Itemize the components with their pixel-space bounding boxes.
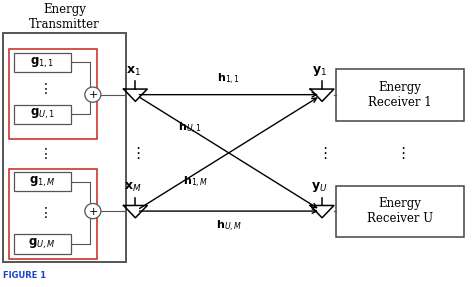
FancyBboxPatch shape	[14, 53, 71, 72]
Text: $\mathbf{h}_{U,M}$: $\mathbf{h}_{U,M}$	[216, 219, 242, 234]
Text: $\mathbf{g}_{U,M}$: $\mathbf{g}_{U,M}$	[28, 237, 56, 251]
FancyBboxPatch shape	[9, 169, 97, 259]
Text: $+$: $+$	[88, 205, 98, 217]
FancyBboxPatch shape	[9, 49, 97, 139]
Text: $\vdots$: $\vdots$	[37, 205, 47, 220]
Text: FIGURE 1: FIGURE 1	[3, 271, 46, 280]
Text: $\mathbf{g}_{U,1}$: $\mathbf{g}_{U,1}$	[30, 107, 55, 121]
Text: $\mathbf{x}_1$: $\mathbf{x}_1$	[126, 65, 140, 78]
Text: $\mathbf{y}_U$: $\mathbf{y}_U$	[311, 180, 328, 194]
FancyBboxPatch shape	[3, 33, 126, 262]
Text: $\mathbf{h}_{1,1}$: $\mathbf{h}_{1,1}$	[217, 71, 240, 87]
Text: $\mathbf{y}_1$: $\mathbf{y}_1$	[312, 64, 327, 78]
Text: $\mathbf{x}_M$: $\mathbf{x}_M$	[124, 181, 142, 194]
FancyBboxPatch shape	[14, 234, 71, 254]
Text: $\mathbf{g}_{1,1}$: $\mathbf{g}_{1,1}$	[30, 55, 55, 69]
FancyBboxPatch shape	[336, 186, 464, 237]
Text: $\vdots$: $\vdots$	[317, 145, 327, 161]
Circle shape	[85, 203, 101, 219]
Text: $\vdots$: $\vdots$	[37, 146, 47, 161]
Text: $\vdots$: $\vdots$	[37, 81, 47, 96]
Circle shape	[85, 87, 101, 102]
Text: $\vdots$: $\vdots$	[130, 145, 141, 161]
Text: $\vdots$: $\vdots$	[395, 145, 405, 161]
FancyBboxPatch shape	[336, 69, 464, 121]
FancyBboxPatch shape	[14, 172, 71, 191]
Text: Energy
Transmitter: Energy Transmitter	[29, 3, 100, 31]
Text: $+$: $+$	[88, 89, 98, 100]
Text: $\mathbf{h}_{1,M}$: $\mathbf{h}_{1,M}$	[182, 174, 208, 189]
Text: Energy
Receiver 1: Energy Receiver 1	[368, 81, 432, 109]
Text: Energy
Receiver U: Energy Receiver U	[367, 197, 433, 225]
Text: $\mathbf{g}_{1,M}$: $\mathbf{g}_{1,M}$	[29, 174, 56, 189]
Text: $\mathbf{h}_{U,1}$: $\mathbf{h}_{U,1}$	[178, 121, 202, 136]
FancyBboxPatch shape	[14, 104, 71, 124]
